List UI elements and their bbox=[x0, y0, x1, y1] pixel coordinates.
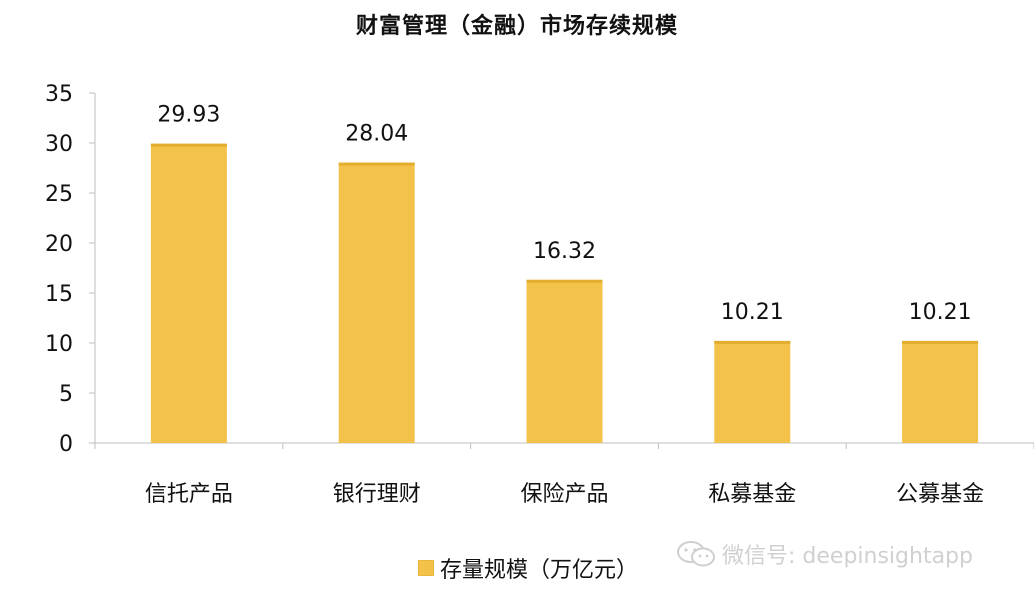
data-label: 28.04 bbox=[345, 122, 408, 147]
y-tick-label: 10 bbox=[45, 332, 73, 357]
data-label: 29.93 bbox=[157, 103, 220, 128]
wechat-icon bbox=[677, 541, 715, 567]
y-tick-label: 30 bbox=[45, 132, 73, 157]
bar bbox=[150, 143, 227, 443]
y-tick-label: 15 bbox=[45, 282, 73, 307]
bar-top-edge bbox=[338, 162, 415, 166]
bar-top-edge bbox=[526, 279, 603, 283]
x-category-label: 公募基金 bbox=[896, 482, 984, 507]
y-tick-label: 25 bbox=[45, 182, 73, 207]
chart-title: 财富管理（金融）市场存续规模 bbox=[355, 14, 678, 39]
watermark: 微信号: deepinsightapp bbox=[676, 538, 973, 570]
bar bbox=[902, 340, 979, 443]
data-label: 10.21 bbox=[721, 300, 784, 325]
y-tick-label: 5 bbox=[59, 382, 73, 407]
legend: 存量规模（万亿元） bbox=[418, 552, 638, 584]
x-category-label: 信托产品 bbox=[145, 482, 233, 507]
data-label: 16.32 bbox=[533, 239, 596, 264]
bar bbox=[338, 162, 415, 443]
watermark-text: 微信号: deepinsightapp bbox=[722, 544, 973, 569]
legend-swatch bbox=[418, 560, 434, 576]
data-label: 10.21 bbox=[909, 300, 972, 325]
y-tick-label: 0 bbox=[59, 432, 73, 457]
bar-top-edge bbox=[902, 340, 979, 344]
legend-label: 存量规模（万亿元） bbox=[440, 558, 639, 583]
y-tick-label: 20 bbox=[45, 232, 73, 257]
x-category-label: 私募基金 bbox=[708, 482, 796, 507]
bar bbox=[526, 279, 603, 443]
bar-top-edge bbox=[150, 143, 227, 147]
y-tick-label: 35 bbox=[45, 82, 73, 107]
bar-top-edge bbox=[714, 340, 791, 344]
x-category-label: 银行理财 bbox=[333, 482, 421, 507]
bar bbox=[714, 340, 791, 443]
x-category-label: 保险产品 bbox=[520, 482, 608, 507]
